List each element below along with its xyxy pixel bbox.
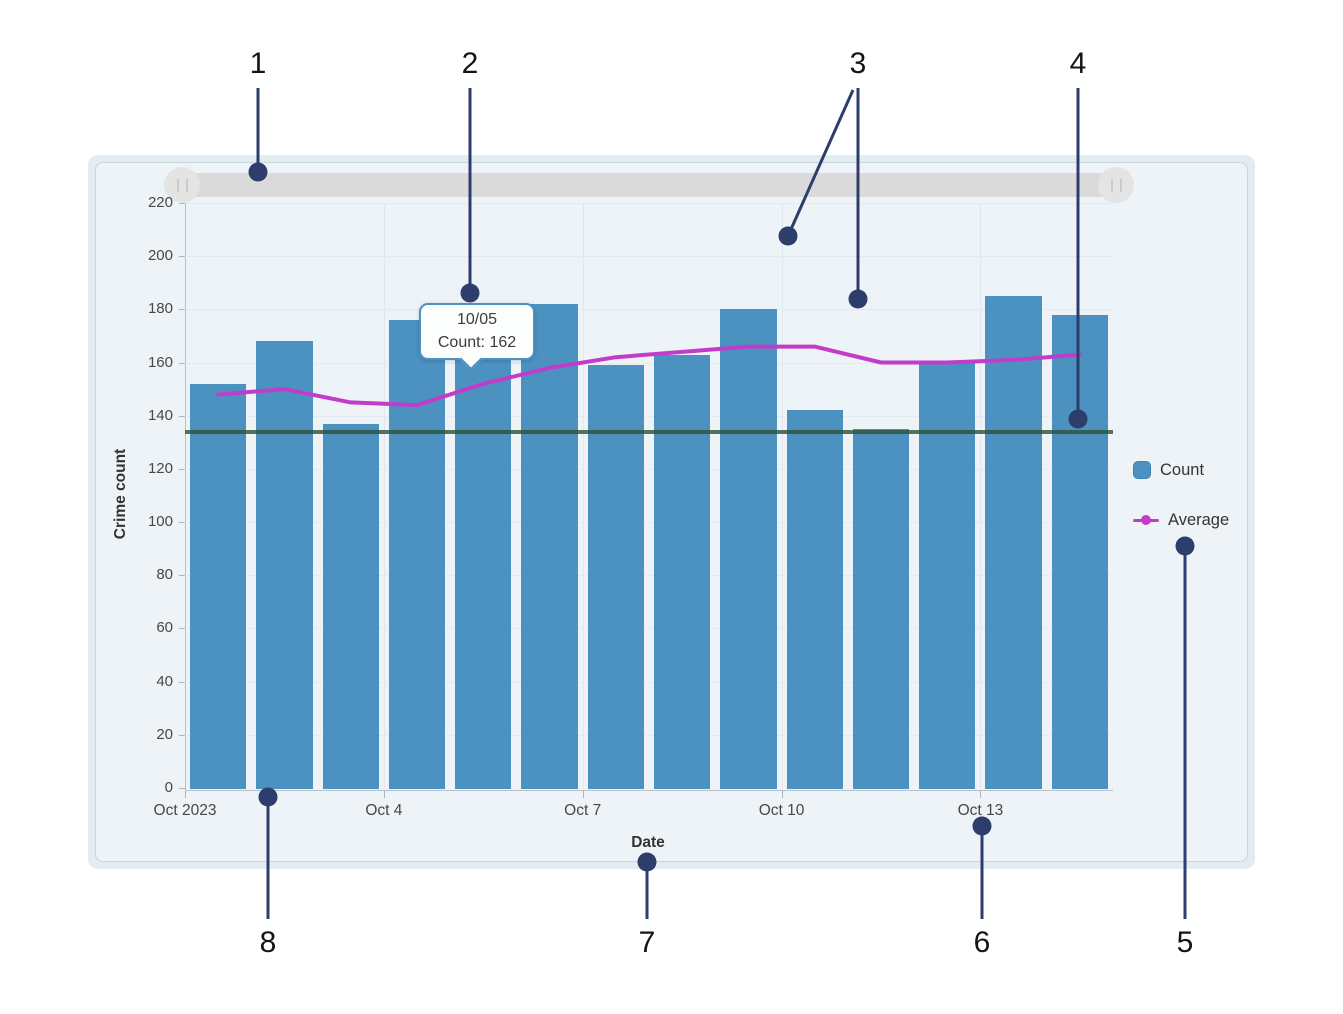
callout-number-8: 8 (259, 926, 277, 959)
gridline-horizontal (185, 734, 1113, 736)
y-tick-label: 60 (156, 619, 173, 637)
y-axis-tick (179, 681, 185, 683)
y-axis-tick (179, 628, 185, 630)
x-axis-tick (582, 791, 584, 798)
callout-number-3: 3 (849, 47, 867, 80)
y-tick-label: 180 (147, 300, 173, 318)
y-axis-tick (179, 256, 185, 258)
y-axis-tick (179, 415, 185, 417)
y-axis-tick (179, 575, 185, 577)
y-tick-label: 220 (147, 194, 173, 211)
y-axis-tick (179, 309, 185, 311)
x-axis-tick (980, 791, 982, 798)
tooltip-value: Count: 162 (437, 334, 517, 351)
gridline-horizontal (185, 256, 1113, 258)
y-tick-label: 40 (156, 672, 173, 690)
bar-oct-10[interactable] (786, 410, 843, 789)
x-tick-label: Oct 4 (365, 802, 403, 819)
legend-swatch-line-dot-icon (1133, 515, 1159, 525)
time-slider-track[interactable] (176, 173, 1122, 197)
bar-oct-1[interactable] (190, 383, 247, 789)
callout-number-1: 1 (249, 47, 267, 80)
y-tick-label: 80 (156, 566, 173, 584)
y-axis-tick (179, 468, 185, 470)
bar-oct-12[interactable] (919, 362, 976, 789)
x-axis-tick (781, 791, 783, 798)
x-axis-tick (383, 791, 385, 798)
callout-number-4: 4 (1069, 47, 1087, 80)
legend-item-average[interactable]: Average (1133, 508, 1229, 532)
gridline-horizontal (185, 203, 1113, 204)
x-axis-title: Date (631, 834, 665, 851)
bar-oct-5[interactable] (455, 357, 512, 789)
bar-oct-11[interactable] (852, 429, 910, 789)
gridline-horizontal (185, 468, 1113, 470)
guide-line (185, 429, 1113, 434)
legend-item-count[interactable]: Count (1133, 458, 1229, 482)
gridline-vertical (383, 203, 385, 788)
y-tick-label: 140 (147, 406, 173, 424)
callout-number-6: 6 (973, 926, 991, 959)
y-tick-label: 20 (156, 725, 173, 743)
y-axis-line (185, 203, 186, 790)
legend-label: Count (1160, 460, 1205, 479)
gridline-horizontal (185, 415, 1113, 417)
tooltip: 10/05 Count: 162 (419, 303, 535, 371)
x-axis-line (185, 790, 1113, 791)
bar-oct-4[interactable] (388, 320, 446, 789)
y-axis-tick (179, 522, 185, 524)
bar-oct-2[interactable] (256, 341, 313, 789)
x-tick-label: Oct 7 (564, 802, 602, 819)
y-axis-tick (179, 362, 185, 364)
gridline-horizontal (185, 575, 1113, 577)
gridline-horizontal (185, 522, 1113, 524)
x-axis-tick (185, 791, 186, 798)
y-axis-tick (179, 203, 185, 204)
gridline-horizontal (185, 681, 1113, 683)
bar-oct-8[interactable] (654, 354, 711, 789)
y-tick-label: 200 (147, 247, 173, 265)
gridline-vertical (582, 203, 584, 788)
y-axis-title: Crime count (112, 448, 129, 540)
slider-handle-grip-icon (176, 178, 188, 192)
y-tick-label: 160 (147, 353, 173, 371)
tooltip-date: 10/05 (456, 311, 498, 328)
bar-oct-13[interactable] (985, 296, 1042, 789)
y-axis-tick (179, 788, 185, 789)
callout-number-5: 5 (1176, 926, 1194, 959)
legend-swatch-square-icon (1133, 461, 1151, 479)
slider-handle-grip-icon (1110, 178, 1122, 192)
y-tick-label: 0 (164, 779, 173, 796)
gridline-vertical (980, 203, 982, 788)
legend: Count Average (1133, 458, 1229, 532)
y-tick-label: 120 (147, 459, 173, 477)
legend-label: Average (1168, 510, 1230, 529)
gridline-vertical (781, 203, 783, 788)
time-slider-handle-left[interactable] (164, 167, 200, 203)
bar-oct-3[interactable] (322, 423, 379, 789)
gridline-horizontal (185, 309, 1113, 311)
bar-oct-14[interactable] (1051, 314, 1108, 789)
time-slider-handle-right[interactable] (1098, 167, 1134, 203)
bar-oct-6[interactable] (521, 304, 578, 789)
x-tick-label: Oct 10 (758, 802, 805, 819)
y-axis-tick (179, 734, 185, 736)
gridline-horizontal (185, 628, 1113, 630)
x-tick-label: Oct 2023 (153, 802, 217, 819)
bar-oct-9[interactable] (720, 309, 777, 789)
y-tick-label: 100 (147, 513, 173, 531)
x-tick-label: Oct 13 (957, 802, 1004, 819)
callout-number-2: 2 (461, 47, 479, 80)
bar-oct-7[interactable] (587, 365, 644, 789)
callout-number-7: 7 (638, 926, 656, 959)
